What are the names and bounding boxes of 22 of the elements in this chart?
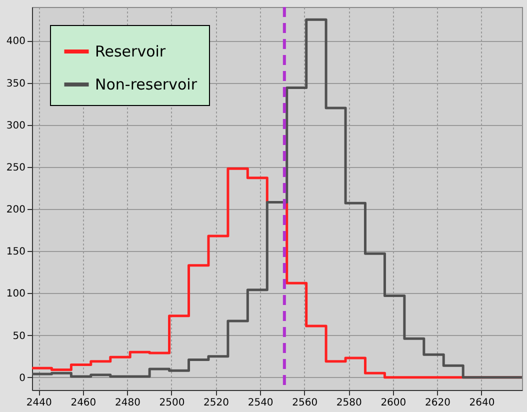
x-tick-label: 2580 [336, 398, 362, 408]
x-tick-label: 2440 [26, 398, 52, 408]
x-tick-label: 2640 [469, 398, 495, 408]
x-tick-label: 2600 [380, 398, 406, 408]
y-tick-label: 350 [6, 78, 26, 90]
y-tick-label: 0 [19, 372, 26, 384]
x-tick-label: 2560 [292, 398, 318, 408]
x-tick-label: 2520 [204, 398, 230, 408]
legend-label: Non-reservoir [95, 76, 198, 94]
y-tick-label: 300 [6, 120, 26, 132]
y-tick-label: 50 [12, 330, 26, 342]
y-tick-label: 200 [6, 204, 26, 216]
x-tick-label: 2460 [70, 398, 96, 408]
x-tick-label: 2500 [159, 398, 185, 408]
x-tick-label: 2480 [114, 398, 140, 408]
x-tick-label: 2620 [424, 398, 450, 408]
y-tick-label: 150 [6, 246, 26, 258]
legend-label: Reservoir [95, 42, 166, 60]
y-tick-label: 250 [6, 162, 26, 174]
y-tick-label: 100 [6, 288, 26, 300]
y-tick-label: 400 [6, 36, 26, 48]
x-tick-label: 2540 [248, 398, 274, 408]
